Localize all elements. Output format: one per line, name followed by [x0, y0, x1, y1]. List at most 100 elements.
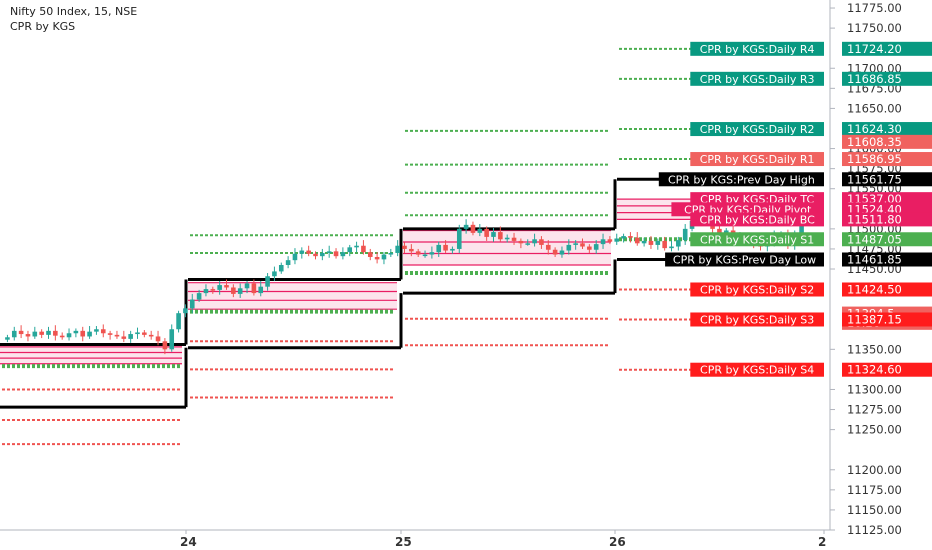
- candle-body: [388, 252, 394, 255]
- price-tick-label: 11175.00: [847, 483, 902, 497]
- candle-body: [607, 239, 613, 242]
- candle-body: [648, 240, 654, 245]
- candle-body: [142, 332, 147, 335]
- price-value-box: [842, 122, 932, 137]
- candle-body: [367, 252, 373, 257]
- candle-body: [272, 271, 277, 277]
- price-value-text: 11387.15: [847, 312, 902, 326]
- price-label-text: CPR by KGS:Daily R1: [700, 153, 815, 166]
- candle-body: [593, 244, 599, 250]
- candle-body: [5, 337, 10, 340]
- price-label-text: CPR by KGS:Daily S1: [700, 233, 814, 246]
- candle-body: [333, 251, 339, 257]
- symbol-title[interactable]: Nifty 50 Index, 15, NSE: [10, 5, 138, 18]
- price-label-text: CPR by KGS:Daily BC: [700, 213, 816, 226]
- candle-body: [11, 330, 17, 338]
- candle-body: [340, 252, 346, 257]
- candle-body: [655, 240, 661, 245]
- candle-body: [162, 341, 168, 350]
- price-labels: CPR by KGS:Daily R4 11724.20 CPR by KGS:Da…: [658, 41, 932, 377]
- candle-body: [87, 331, 92, 337]
- price-value-box: [842, 41, 932, 56]
- candle-body: [600, 239, 606, 245]
- price-tick-label: 11275.00: [847, 403, 902, 417]
- price-label-text: CPR by KGS:Daily R2: [700, 123, 815, 136]
- candle-body: [504, 237, 510, 240]
- candle-body: [545, 244, 551, 250]
- candle-body: [436, 244, 442, 253]
- candle-body: [114, 334, 120, 337]
- price-value-text: 11324.60: [847, 363, 902, 377]
- price-tick-label: 11700.00: [847, 61, 902, 75]
- candle-body: [237, 288, 243, 294]
- price-label-box: [690, 122, 824, 137]
- price-label-text: CPR by KGS:Daily R3: [700, 73, 815, 86]
- price-tick-label: 11125.00: [847, 523, 902, 537]
- candle-body: [73, 330, 79, 334]
- candle-body: [669, 246, 674, 249]
- price-label-box: [690, 362, 824, 377]
- price-value-box: [842, 134, 932, 149]
- price-label-text: CPR by KGS:Daily R4: [700, 43, 815, 56]
- price-tick-label: 11350.00: [847, 342, 902, 356]
- candle-body: [313, 253, 318, 257]
- price-tick-label: 11150.00: [847, 503, 902, 517]
- candle-body: [196, 293, 202, 300]
- price-label-box: [658, 172, 824, 187]
- candle-body: [46, 330, 51, 335]
- price-label-text: CPR by KGS:Daily S4: [700, 364, 814, 377]
- price-value-text: 11686.85: [847, 72, 902, 86]
- price-tick-label: 11650.00: [847, 101, 902, 115]
- candle-body: [347, 247, 353, 253]
- candle-body: [39, 331, 44, 335]
- price-value-text: 11608.35: [847, 135, 902, 149]
- candle-body: [484, 228, 489, 237]
- candle-body: [299, 250, 305, 254]
- price-label-box: [690, 152, 824, 167]
- candle-body: [326, 251, 332, 253]
- candle-body: [443, 244, 448, 251]
- candle-body: [456, 228, 462, 249]
- candle-body: [217, 285, 222, 290]
- candle-body: [18, 330, 24, 335]
- price-value-text: 11586.95: [847, 152, 902, 166]
- candle-body: [210, 289, 216, 291]
- price-label-box: [690, 41, 824, 56]
- price-value-box: [842, 212, 932, 227]
- candle-body: [566, 244, 572, 251]
- price-label-text: CPR by KGS:Prev Day High: [668, 173, 815, 186]
- price-value-box: [842, 232, 932, 247]
- time-axis[interactable]: 24 25 26 2: [0, 529, 830, 549]
- price-value-text: 11624.30: [847, 122, 902, 136]
- candle-body: [251, 283, 257, 294]
- price-axis[interactable]: 11775.0011750.0011700.0011675.0011650.00…: [829, 0, 902, 537]
- candle-body: [53, 330, 58, 336]
- price-value-text: 11461.85: [847, 252, 902, 266]
- candle-body: [470, 224, 476, 233]
- candle-body: [183, 308, 188, 314]
- price-label-box: [690, 71, 824, 86]
- time-tick-label: 25: [395, 535, 412, 549]
- candle-body: [676, 240, 681, 247]
- candle-body: [621, 236, 626, 239]
- time-tick-label: 26: [609, 535, 626, 549]
- price-value-box: [842, 252, 932, 267]
- chart-legend: Nifty 50 Index, 15, NSE CPR by KGS: [10, 4, 137, 34]
- candle-body: [511, 237, 517, 241]
- candle-body: [285, 260, 291, 265]
- candle-body: [525, 243, 531, 245]
- candle-body: [203, 289, 209, 294]
- candle-body: [429, 252, 435, 255]
- price-value-text: 11724.20: [847, 42, 902, 56]
- candle-body: [552, 249, 558, 255]
- candle-body: [580, 243, 585, 247]
- indicator-title[interactable]: CPR by KGS: [10, 20, 76, 33]
- candle-body: [614, 238, 620, 242]
- price-label-text: CPR by KGS:Daily S2: [700, 283, 814, 296]
- price-value-text: 11424.50: [847, 282, 902, 296]
- candle-body: [415, 251, 421, 255]
- price-value-box: [842, 312, 932, 327]
- price-label-box: [690, 312, 824, 327]
- price-tick-label: 11775.00: [847, 1, 902, 15]
